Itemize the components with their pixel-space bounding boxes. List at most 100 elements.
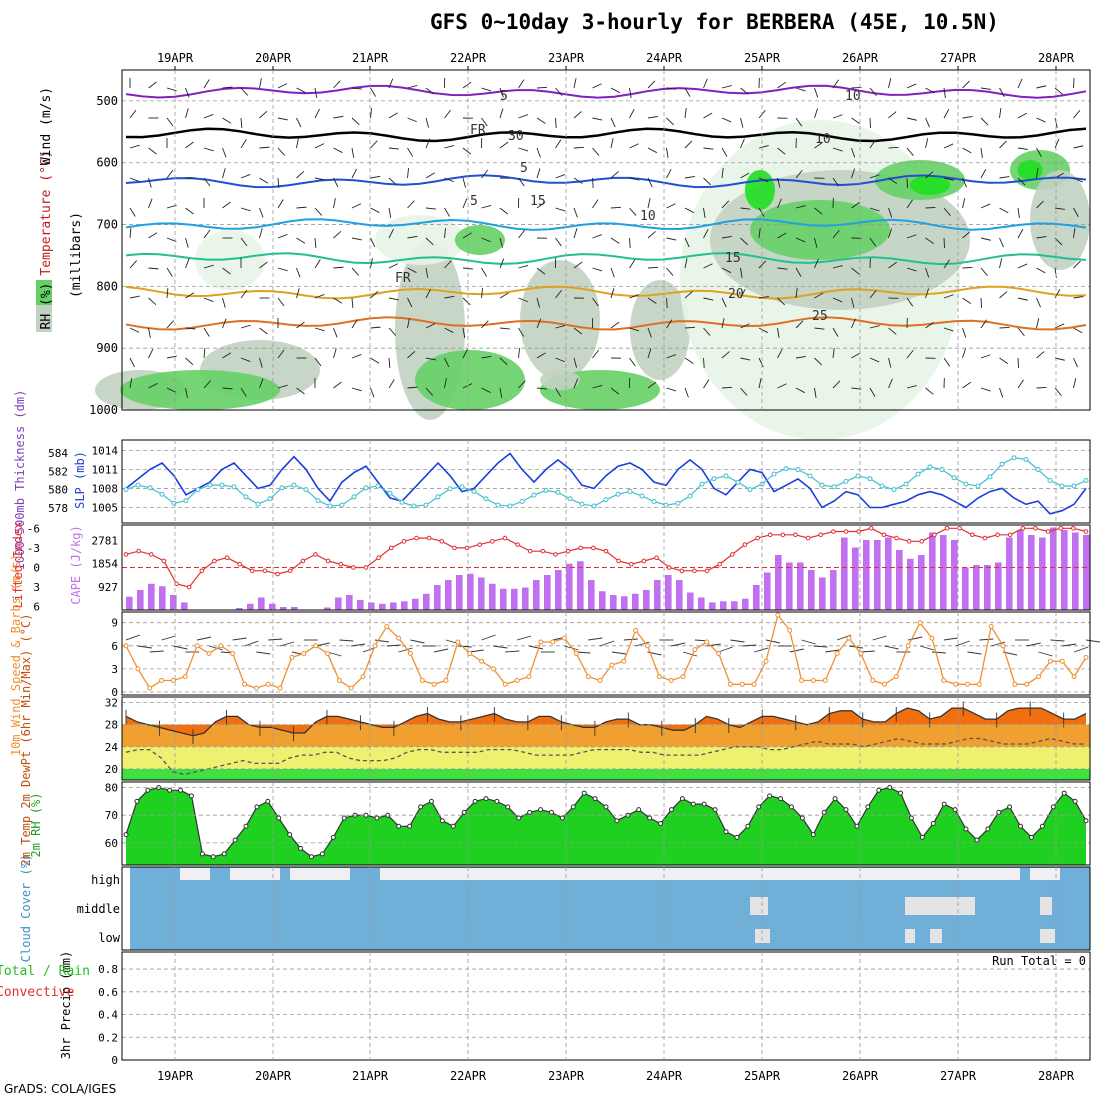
wind-barb-5-24 <box>573 228 578 239</box>
wind-barb-5-20 <box>499 237 504 248</box>
credit-text: GrADS: COLA/IGES <box>4 1082 117 1096</box>
thickness-marker-34 <box>531 492 537 498</box>
wind-barb-7-25 <box>592 297 599 307</box>
wind-barb-5-6 <box>240 237 248 247</box>
wind-barb-2-44 <box>943 143 954 149</box>
wind-speed-marker-47 <box>680 674 686 680</box>
rh2m-marker-55 <box>723 829 729 835</box>
lifted-index-marker-44 <box>679 568 685 574</box>
wind-barb-0-40 <box>869 87 877 96</box>
wind-barb-8-15 <box>407 318 410 329</box>
rh2m-marker-16 <box>298 845 304 851</box>
wind-speed-marker-45 <box>656 674 662 680</box>
wind-barb-1-33 <box>740 117 744 128</box>
lifted-index-marker-53 <box>793 532 798 538</box>
pressure-tick-900: 900 <box>96 341 118 355</box>
wind-barb-9-47 <box>999 357 1009 364</box>
wind-barb-10-32 <box>721 386 733 389</box>
wind-barb-8-14 <box>388 327 397 336</box>
surface-barb-32 <box>505 650 520 653</box>
thickness-marker-2 <box>147 485 153 491</box>
wind-barb-10-51 <box>1073 378 1077 389</box>
thickness-marker-50 <box>723 473 729 479</box>
wind-barb-2-48 <box>1017 147 1028 150</box>
wind-barb-2-10 <box>314 143 325 149</box>
cape-bar-10 <box>236 608 243 610</box>
wind-barb-7-19 <box>481 288 483 299</box>
wind-barb-6-10 <box>314 259 321 269</box>
thickness-marker-32 <box>507 503 513 509</box>
cape-bar-70 <box>896 550 903 610</box>
surface-barb-34 <box>528 645 544 650</box>
wind-barb-3-49 <box>1036 168 1039 179</box>
wind-barb-10-36 <box>795 387 806 394</box>
wind-barb-4-33 <box>740 207 751 210</box>
wind-barb-0-12 <box>351 87 362 90</box>
wind-speed-marker-73 <box>988 624 994 630</box>
slp-tick-1011: 1011 <box>92 463 119 476</box>
wind-barb-7-10 <box>314 293 325 299</box>
cape-bar-59 <box>775 555 782 610</box>
wind-barb-10-31 <box>703 379 710 389</box>
li-tick--3: -3 <box>27 542 40 555</box>
wind-barb-5-13 <box>370 237 376 248</box>
wind-speed-marker-49 <box>704 639 710 645</box>
wind-barb-7-3 <box>185 292 195 299</box>
wind-barb-3-4 <box>203 177 211 187</box>
wind-barb-0-41 <box>888 78 892 89</box>
wind-speed-marker-22 <box>384 624 390 630</box>
wind-barb-10-38 <box>832 380 841 389</box>
lifted-index-marker-19 <box>363 565 369 570</box>
cape-bar-33 <box>489 583 496 610</box>
run-total-annotation: Run Total = 0 <box>992 954 1086 968</box>
wind-barb-9-23 <box>555 357 565 363</box>
wind-barb-5-33 <box>740 237 749 246</box>
surface-barb-47 <box>682 651 698 657</box>
wind-barb-0-30 <box>684 87 691 97</box>
wind-barb-10-1 <box>148 383 158 389</box>
cape-bar-43 <box>599 591 606 610</box>
surface-barb-2 <box>149 650 164 653</box>
thickness-marker-68 <box>939 467 945 473</box>
wind-barb-1-11 <box>333 115 344 119</box>
cape-bar-87 <box>1083 535 1090 610</box>
wind-speed-marker-37 <box>562 635 568 641</box>
rh2m-marker-85 <box>1050 804 1056 810</box>
wind-barb-10-41 <box>888 378 893 389</box>
wind-barb-9-19 <box>481 355 492 359</box>
cape-bar-57 <box>753 585 760 610</box>
lifted-index-marker-39 <box>616 558 621 564</box>
thickness-marker-25 <box>423 502 429 508</box>
cape-bar-25 <box>401 601 408 610</box>
lifted-index-marker-42 <box>654 555 659 560</box>
lifted-index-marker-1 <box>136 548 141 554</box>
surface-barb-57 <box>801 639 816 645</box>
lifted-index-marker-33 <box>540 548 546 554</box>
wind-speed-marker-19 <box>348 685 354 691</box>
wind-barb-8-45 <box>962 327 967 338</box>
slp-tick-1008: 1008 <box>92 482 119 495</box>
wind-barb-7-8 <box>277 297 285 307</box>
wind-barb-6-17 <box>444 260 452 269</box>
rh2m-marker-64 <box>821 809 827 815</box>
wind-speed-marker-32 <box>502 681 508 687</box>
rh2m-marker-0 <box>123 832 129 838</box>
wind-speed-marker-25 <box>419 677 425 683</box>
wind-barb-8-49 <box>1036 318 1040 329</box>
wind-barb-1-21 <box>518 114 529 119</box>
wind-barb-9-46 <box>980 354 991 359</box>
lifted-index-marker-10 <box>250 568 255 574</box>
wind-barb-0-26 <box>610 87 621 94</box>
wind-barb-1-45 <box>962 116 973 119</box>
thickness-marker-19 <box>351 494 357 500</box>
rh2m-marker-8 <box>210 854 216 860</box>
thickness-marker-39 <box>591 503 597 509</box>
surface-barb-1 <box>137 645 152 649</box>
wind-barb-4-25 <box>592 199 599 209</box>
wind-barb-1-39 <box>851 117 861 124</box>
surface-barb-4 <box>173 645 188 650</box>
cape-bar-62 <box>808 570 815 610</box>
precip-tick-0.4: 0.4 <box>98 1009 118 1022</box>
wind-barb-10-18 <box>462 383 473 389</box>
cape-bar-5 <box>181 602 188 610</box>
